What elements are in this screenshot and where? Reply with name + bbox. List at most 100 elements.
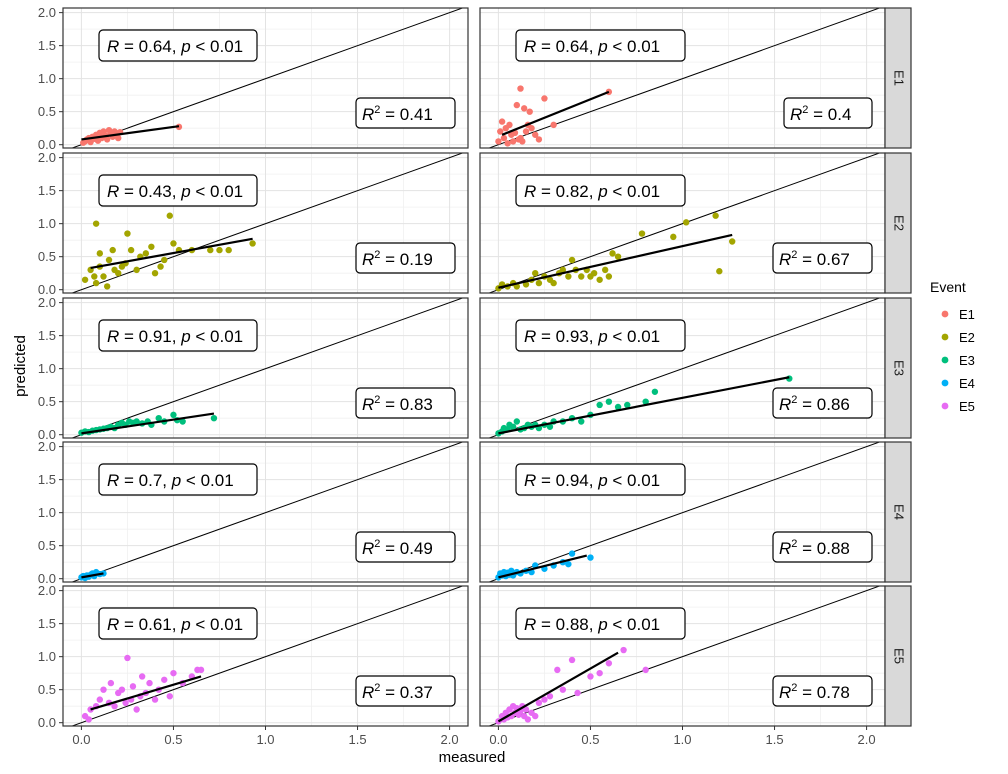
r-squared-exponent: 2 [791,249,797,261]
data-point [109,246,116,254]
panel-content [487,586,881,726]
identity-line [70,442,464,582]
x-tick-label: 1.0 [256,732,274,747]
r-squared-label: R2 = 0.88 [772,531,873,563]
data-point [151,696,159,703]
regression-line [498,554,588,579]
r-value: = 0.64, [536,37,598,56]
p-symbol: p [180,615,190,634]
regression-line [498,376,790,435]
data-point [620,646,627,654]
correlation-label: R = 0.43, p < 0.01 [98,174,258,207]
correlation-label-text: R = 0.82, p < 0.01 [524,182,660,201]
r-symbol: R [524,37,536,56]
panel-border [62,441,469,583]
r-squared-label-text: R2 = 0.4 [790,104,851,124]
panel-e2-col1: R = 0.43, p < 0.01 R2 = 0.19 [62,152,469,294]
data-point [216,246,223,254]
data-point [155,414,162,422]
r-squared-label-box [772,387,873,419]
r-squared-label: R2 = 0.86 [772,387,873,419]
r-squared-exponent: 2 [791,394,797,406]
r-squared-label-box [355,387,456,419]
y-tick-label: 0.0 [38,427,56,442]
data-point [96,696,104,703]
data-point [590,269,598,277]
data-point [170,240,177,247]
data-point [138,673,146,680]
identity-line [487,586,881,726]
r-symbol: R [524,471,536,490]
data-point [133,706,140,713]
r-value: = 0.94, [536,471,598,490]
data-point [100,686,107,693]
identity-line [70,586,464,726]
data-point [578,418,585,425]
legend-key [941,310,949,318]
y-tick-label: 0.5 [38,249,56,264]
r-squared-label-text: R2 = 0.78 [779,682,850,702]
facet-strip-label: E4 [892,504,907,520]
data-point [609,250,616,257]
panel-content [70,298,464,438]
data-point [682,219,690,226]
correlation-label-box [515,607,686,640]
r-squared-label-text: R2 = 0.37 [362,682,433,702]
axes-group: 0.00.51.01.52.00.00.51.01.52.00.00.51.01… [12,5,876,766]
identity-line [487,442,881,582]
r-squared-symbol: R [779,395,791,414]
identity-line [70,153,464,293]
legend-item-e2: E2 [941,330,975,345]
data-point [716,268,723,275]
r-squared-label-text: R2 = 0.49 [362,538,433,558]
p-symbol: p [180,37,190,56]
data-point [522,706,530,713]
r-squared-label-text: R2 = 0.19 [362,249,433,269]
data-point [92,220,100,227]
x-tick-label: 0.5 [164,732,182,747]
data-point [638,230,646,237]
data-point [509,423,517,430]
r-squared-exponent: 2 [374,538,380,550]
regression-line [90,237,253,269]
data-point [546,423,554,430]
data-point [574,689,581,697]
r-squared-symbol: R [779,683,791,702]
data-point [554,666,561,674]
facet-strip-label: E3 [892,360,907,376]
data-point [587,673,594,680]
data-point [166,212,173,219]
data-point [605,273,613,280]
legend-key [941,402,949,410]
r-squared-exponent: 2 [374,394,380,406]
r-symbol: R [524,327,536,346]
r-value: = 0.88, [536,615,598,634]
correlation-label: R = 0.61, p < 0.01 [98,607,258,640]
legend-title: Event [930,279,966,295]
x-tick-label: 0.0 [72,732,90,747]
data-point [651,388,659,395]
data-point [115,269,122,277]
r-squared-label-text: R2 = 0.67 [779,249,850,269]
data-point [624,401,631,409]
correlation-label-box [515,174,686,207]
facet-strip-label: E2 [892,215,907,231]
data-point [642,398,649,405]
panel-content [487,442,881,582]
data-point [565,273,572,280]
facet-strip [884,585,912,727]
panel-content [487,298,881,438]
correlation-label-box [515,463,686,496]
data-point [532,269,539,277]
legend-item-e1: E1 [941,307,975,322]
r-squared-value: = 0.49 [380,539,432,558]
data-point [129,683,137,690]
panel-e2-col2: R = 0.82, p < 0.01 R2 = 0.67 E2 [479,152,912,294]
data-point [596,669,603,677]
data-point [535,136,543,143]
data-point [513,418,521,425]
r-squared-value: = 0.83 [380,395,432,414]
